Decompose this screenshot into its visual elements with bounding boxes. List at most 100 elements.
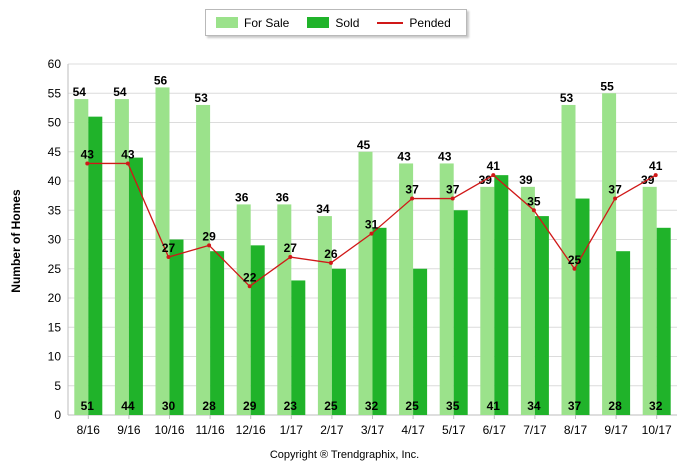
bar-sold [128, 157, 143, 415]
data-label-sold: 37 [568, 399, 582, 413]
bar-sold [494, 175, 509, 415]
pended-point [207, 243, 212, 248]
x-tick-label: 6/17 [483, 423, 507, 437]
y-tick-label: 60 [48, 57, 62, 71]
bar-sold [88, 116, 103, 416]
y-tick-label: 5 [54, 379, 61, 393]
data-label-for-sale: 53 [194, 91, 208, 105]
data-label-sold: 41 [487, 399, 501, 413]
pended-point [125, 161, 130, 166]
x-tick-label: 4/17 [401, 423, 425, 437]
data-label-for-sale: 56 [154, 73, 168, 87]
bar-sold [575, 198, 590, 415]
y-tick-label: 0 [54, 408, 61, 422]
y-axis-label: Number of Homes [9, 189, 23, 293]
x-tick-label: 8/16 [77, 423, 101, 437]
x-tick-label: 1/17 [280, 423, 304, 437]
copyright-text: Copyright ® Trendgraphix, Inc. [269, 449, 420, 461]
bar-for-sale [520, 186, 535, 415]
data-label-sold: 32 [649, 399, 663, 413]
bar-for-sale [236, 204, 251, 415]
data-label-for-sale: 54 [73, 85, 87, 99]
data-label-for-sale: 34 [316, 202, 330, 216]
bar-sold [291, 280, 306, 415]
data-label-for-sale: 36 [235, 190, 249, 204]
y-tick-label: 25 [48, 262, 62, 276]
pended-point [166, 255, 171, 260]
pended-point [328, 260, 333, 265]
y-tick-label: 15 [48, 320, 62, 334]
x-tick-label: 9/17 [604, 423, 628, 437]
bar-sold [413, 268, 428, 415]
x-tick-label: 9/16 [117, 423, 141, 437]
data-label-pended: 43 [81, 147, 95, 161]
data-label-for-sale: 39 [519, 173, 533, 187]
data-label-pended: 37 [608, 183, 622, 197]
legend-label-for-sale: For Sale [244, 15, 290, 30]
data-label-for-sale: 53 [560, 91, 574, 105]
bar-for-sale [642, 186, 657, 415]
bar-for-sale [480, 186, 495, 415]
bar-for-sale [155, 87, 170, 416]
data-label-sold: 25 [405, 399, 419, 413]
y-tick-label: 50 [48, 116, 62, 130]
bar-sold [656, 227, 671, 415]
bar-for-sale [358, 151, 373, 415]
x-tick-label: 7/17 [523, 423, 547, 437]
data-label-pended: 41 [649, 159, 663, 173]
data-label-sold: 25 [324, 399, 338, 413]
data-label-for-sale: 54 [113, 85, 127, 99]
bar-for-sale [317, 216, 332, 415]
data-label-for-sale: 43 [438, 149, 452, 163]
data-label-pended: 37 [446, 183, 460, 197]
legend-item-for-sale: For Sale [216, 16, 289, 30]
bar-for-sale [196, 104, 211, 415]
data-label-pended: 26 [324, 247, 338, 261]
bar-for-sale [277, 204, 292, 415]
x-tick-label: 10/16 [154, 423, 184, 437]
y-tick-label: 10 [48, 350, 62, 364]
pended-point [369, 231, 374, 236]
data-label-sold: 28 [608, 399, 622, 413]
data-label-pended: 37 [405, 183, 419, 197]
bar-sold [210, 251, 225, 415]
x-tick-label: 8/17 [564, 423, 588, 437]
data-label-sold: 51 [81, 399, 95, 413]
data-label-pended: 41 [487, 159, 501, 173]
x-tick-label: 2/17 [320, 423, 344, 437]
bar-for-sale [399, 163, 414, 415]
data-label-sold: 44 [121, 399, 135, 413]
data-label-pended: 31 [365, 218, 379, 232]
legend: For Sale Sold Pended [205, 9, 467, 36]
data-label-sold: 23 [284, 399, 298, 413]
bar-sold [372, 227, 387, 415]
bar-sold [453, 210, 468, 415]
y-tick-label: 30 [48, 233, 62, 247]
data-label-pended: 29 [202, 229, 216, 243]
x-tick-label: 5/17 [442, 423, 466, 437]
x-tick-label: 11/16 [196, 423, 225, 437]
data-label-pended: 35 [527, 194, 541, 208]
x-tick-label: 10/17 [642, 423, 672, 437]
pended-point [531, 208, 536, 213]
data-label-sold: 34 [527, 399, 541, 413]
pended-point [491, 173, 496, 178]
data-label-for-sale: 45 [357, 138, 371, 152]
pended-point [572, 266, 577, 271]
data-label-for-sale: 43 [397, 149, 411, 163]
pended-point [653, 173, 658, 178]
data-label-sold: 30 [162, 399, 176, 413]
data-label-sold: 28 [202, 399, 216, 413]
y-tick-label: 20 [48, 291, 62, 305]
data-label-pended: 27 [162, 241, 176, 255]
bar-sold [616, 251, 631, 415]
bar-for-sale [114, 99, 129, 415]
data-label-for-sale: 36 [276, 190, 290, 204]
sold-swatch [307, 17, 330, 28]
y-tick-label: 40 [48, 174, 62, 188]
x-tick-label: 3/17 [361, 423, 385, 437]
x-tick-label: 12/16 [236, 423, 266, 437]
data-label-pended: 25 [568, 253, 582, 267]
pended-point [450, 196, 455, 201]
